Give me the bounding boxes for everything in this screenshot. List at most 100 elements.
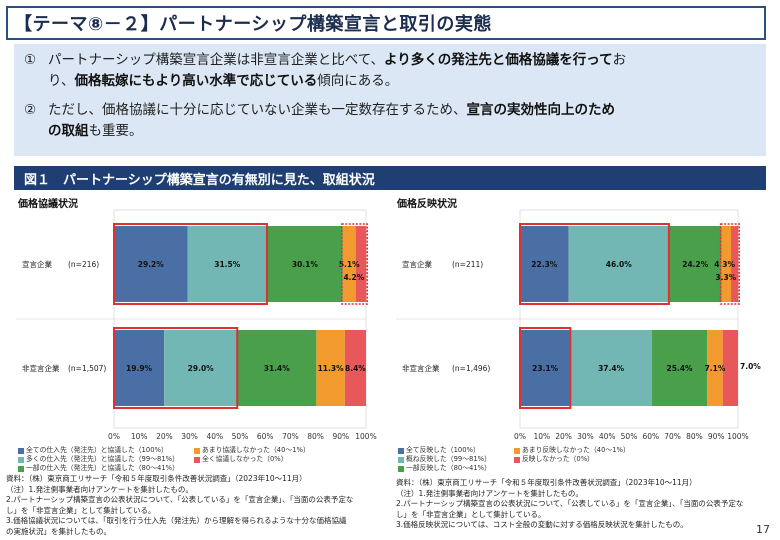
bar-segment bbox=[520, 330, 571, 406]
x-tick-label: 0% bbox=[514, 432, 526, 441]
legend-swatch bbox=[194, 456, 200, 463]
legend-label: 全く協議しなかった（0%） bbox=[202, 455, 288, 463]
data-label: 31.4% bbox=[264, 364, 291, 373]
bar-segment bbox=[316, 330, 345, 406]
summary-text: も重要。 bbox=[88, 123, 143, 139]
summary-text: ただし、価格協議に十分に応じていない企業も一定数存在するため、 bbox=[48, 102, 467, 118]
data-label: 7.1% bbox=[705, 364, 726, 373]
price-reflection-chart: 0% 10% 20% 30% 40% 50% 60% 70% 80% 90% 100% 宣言企業 (n=… bbox=[396, 209, 761, 441]
x-tick-label: 70% bbox=[664, 432, 681, 441]
legend-swatch bbox=[18, 465, 24, 472]
summary-emphasis: の取組 bbox=[48, 123, 89, 139]
data-label: 23.1% bbox=[532, 364, 559, 373]
legend-swatch bbox=[194, 447, 200, 454]
x-tick-label: 70% bbox=[282, 432, 299, 441]
x-tick-label: 90% bbox=[708, 432, 725, 441]
bar-segment bbox=[568, 226, 669, 302]
bar-segment bbox=[651, 330, 708, 406]
summary-emphasis: 宣言の実効性向上のため bbox=[466, 102, 616, 118]
bar-segment bbox=[114, 330, 165, 406]
summary-text: り、 bbox=[48, 73, 75, 89]
sample-size-label: (n=1,507) bbox=[68, 364, 106, 373]
right-legend: 全て反映した（100%） あまり反映しなかった（40～1%） 概ね反映した（99～8… bbox=[398, 446, 764, 473]
legend-item: 全く協議しなかった（0%） bbox=[194, 455, 364, 464]
bar-segment bbox=[520, 226, 569, 302]
legend-label: 一部の仕入先（発注先）と協議した（80～41%） bbox=[26, 464, 179, 472]
x-tick-label: 0% bbox=[108, 432, 120, 441]
x-tick-label: 100% bbox=[355, 432, 376, 441]
note-line: 資料：（株）東京商工リサーチ「令和５年度取引条件改善状況調査」（2023年10～… bbox=[6, 474, 307, 483]
page-title-box: 【テーマ⑧－２】パートナーシップ構築宣言と取引の実態 bbox=[6, 6, 766, 40]
legend-swatch bbox=[18, 456, 24, 463]
legend-label: 多くの仕入先（発注先）と協議した（99～81%） bbox=[26, 455, 179, 463]
x-tick-label: 100% bbox=[727, 432, 748, 441]
legend-swatch bbox=[18, 447, 24, 454]
x-tick-label: 30% bbox=[577, 432, 594, 441]
point-number: ① bbox=[24, 52, 37, 68]
bar-segment bbox=[164, 330, 238, 406]
x-tick-label: 30% bbox=[181, 432, 198, 441]
page-title: 【テーマ⑧－２】パートナーシップ構築宣言と取引の実態 bbox=[14, 14, 492, 35]
summary-box: ① パートナーシップ構築宣言企業は非宣言企業と比べて、より多くの発注先と価格協議… bbox=[14, 44, 766, 156]
x-tick-label: 10% bbox=[533, 432, 550, 441]
legend-label: 全て反映した（100%） bbox=[406, 446, 480, 454]
x-tick-label: 40% bbox=[206, 432, 223, 441]
legend-item: あまり反映しなかった（40～1%） bbox=[514, 446, 664, 455]
note-line: 3.価格反映状況については、コスト全般の変動に対する価格反映状況を集計したもの。 bbox=[396, 520, 688, 529]
summary-text: 傾向にある。 bbox=[317, 73, 399, 89]
data-label: 29.2% bbox=[138, 260, 165, 269]
legend-item: 全ての仕入先（発注先）と協議した（100%） bbox=[18, 446, 188, 455]
bar-segment bbox=[355, 226, 367, 302]
data-label: 7.0% bbox=[740, 362, 761, 371]
highlight-box bbox=[113, 327, 239, 409]
left-source-notes: 資料：（株）東京商工リサーチ「令和５年度取引条件改善状況調査」（2023年10～… bbox=[6, 474, 390, 537]
data-label: 25.4% bbox=[667, 364, 694, 373]
left-legend: 全ての仕入先（発注先）と協議した（100%） あまり協議しなかった（40～1%） 多… bbox=[18, 446, 380, 473]
bar-segment bbox=[721, 226, 732, 302]
legend-item: 全て反映した（100%） bbox=[398, 446, 508, 455]
note-line: の実施状況」を集計したもの。 bbox=[6, 526, 111, 536]
x-tick-label: 10% bbox=[131, 432, 148, 441]
category-label: 宣言企業 bbox=[402, 259, 432, 269]
note-line: 資料：（株）東京商工リサーチ「令和５年度取引条件改善状況調査」（2023年10～… bbox=[396, 478, 697, 487]
legend-swatch bbox=[398, 447, 404, 454]
legend-swatch bbox=[398, 465, 404, 472]
bar-segment bbox=[731, 226, 739, 302]
x-tick-label: 80% bbox=[307, 432, 324, 441]
bar-segment bbox=[266, 226, 343, 302]
right-source-notes: 資料：（株）東京商工リサーチ「令和５年度取引条件改善状況調査」（2023年10～… bbox=[396, 478, 768, 531]
note-line: 2.パートナーシップ構築宣言の公表状況について、「公表している」を「宣言企業」、… bbox=[396, 499, 744, 508]
data-label: 24.2% bbox=[682, 260, 709, 269]
legend-label: あまり反映しなかった（40～1%） bbox=[522, 446, 630, 454]
legend-label: あまり協議しなかった（40～1%） bbox=[202, 446, 310, 454]
summary-emphasis: より多くの発注先と価格協議を行って bbox=[384, 52, 613, 68]
left-chart-title: 価格協議状況 bbox=[18, 199, 78, 210]
bar-segment bbox=[707, 330, 723, 406]
note-line: 3.価格協議状況については、「取引を行う仕入先（発注先）から理解を得られるような… bbox=[6, 516, 347, 525]
summary-emphasis: 価格転嫁にもより高い水準で応じている bbox=[74, 73, 318, 89]
summary-point-2: ② ただし、価格協議に十分に応じていない企業も一定数存在するため、宣言の実効性向… bbox=[24, 100, 756, 142]
summary-text: パートナーシップ構築宣言企業は非宣言企業と比べて、 bbox=[48, 52, 385, 68]
bar-segment bbox=[114, 226, 188, 302]
data-label: 4.2% bbox=[343, 273, 364, 282]
bar-segment bbox=[570, 330, 652, 406]
data-label: 29.0% bbox=[188, 364, 215, 373]
note-line: 2.パートナーシップ構築宣言の公表状況について、「公表している」を「宣言企業」、… bbox=[6, 495, 354, 504]
x-tick-label: 90% bbox=[332, 432, 349, 441]
legend-item: 概ね反映した（99～81%） bbox=[398, 455, 508, 464]
data-label: 46.0% bbox=[606, 260, 633, 269]
x-tick-label: 20% bbox=[555, 432, 572, 441]
legend-item: 一部の仕入先（発注先）と協議した（80～41%） bbox=[18, 464, 188, 473]
x-tick-label: 50% bbox=[232, 432, 249, 441]
note-line: （注）1.発注側事業者向けアンケートを集計したもの。 bbox=[396, 488, 583, 498]
legend-label: 概ね反映した（99～81%） bbox=[406, 455, 491, 463]
legend-label: 反映しなかった（0%） bbox=[522, 455, 594, 463]
sample-size-label: (n=216) bbox=[68, 260, 99, 269]
data-label: 22.3% bbox=[531, 260, 558, 269]
figure-title: 図１ パートナーシップ構築宣言の有無別に見た、取組状況 bbox=[14, 166, 766, 190]
highlight-box bbox=[519, 223, 670, 305]
data-label: 5.1% bbox=[339, 260, 360, 269]
legend-item: 多くの仕入先（発注先）と協議した（99～81%） bbox=[18, 455, 188, 464]
sample-size-label: (n=211) bbox=[452, 260, 483, 269]
x-tick-label: 60% bbox=[257, 432, 274, 441]
